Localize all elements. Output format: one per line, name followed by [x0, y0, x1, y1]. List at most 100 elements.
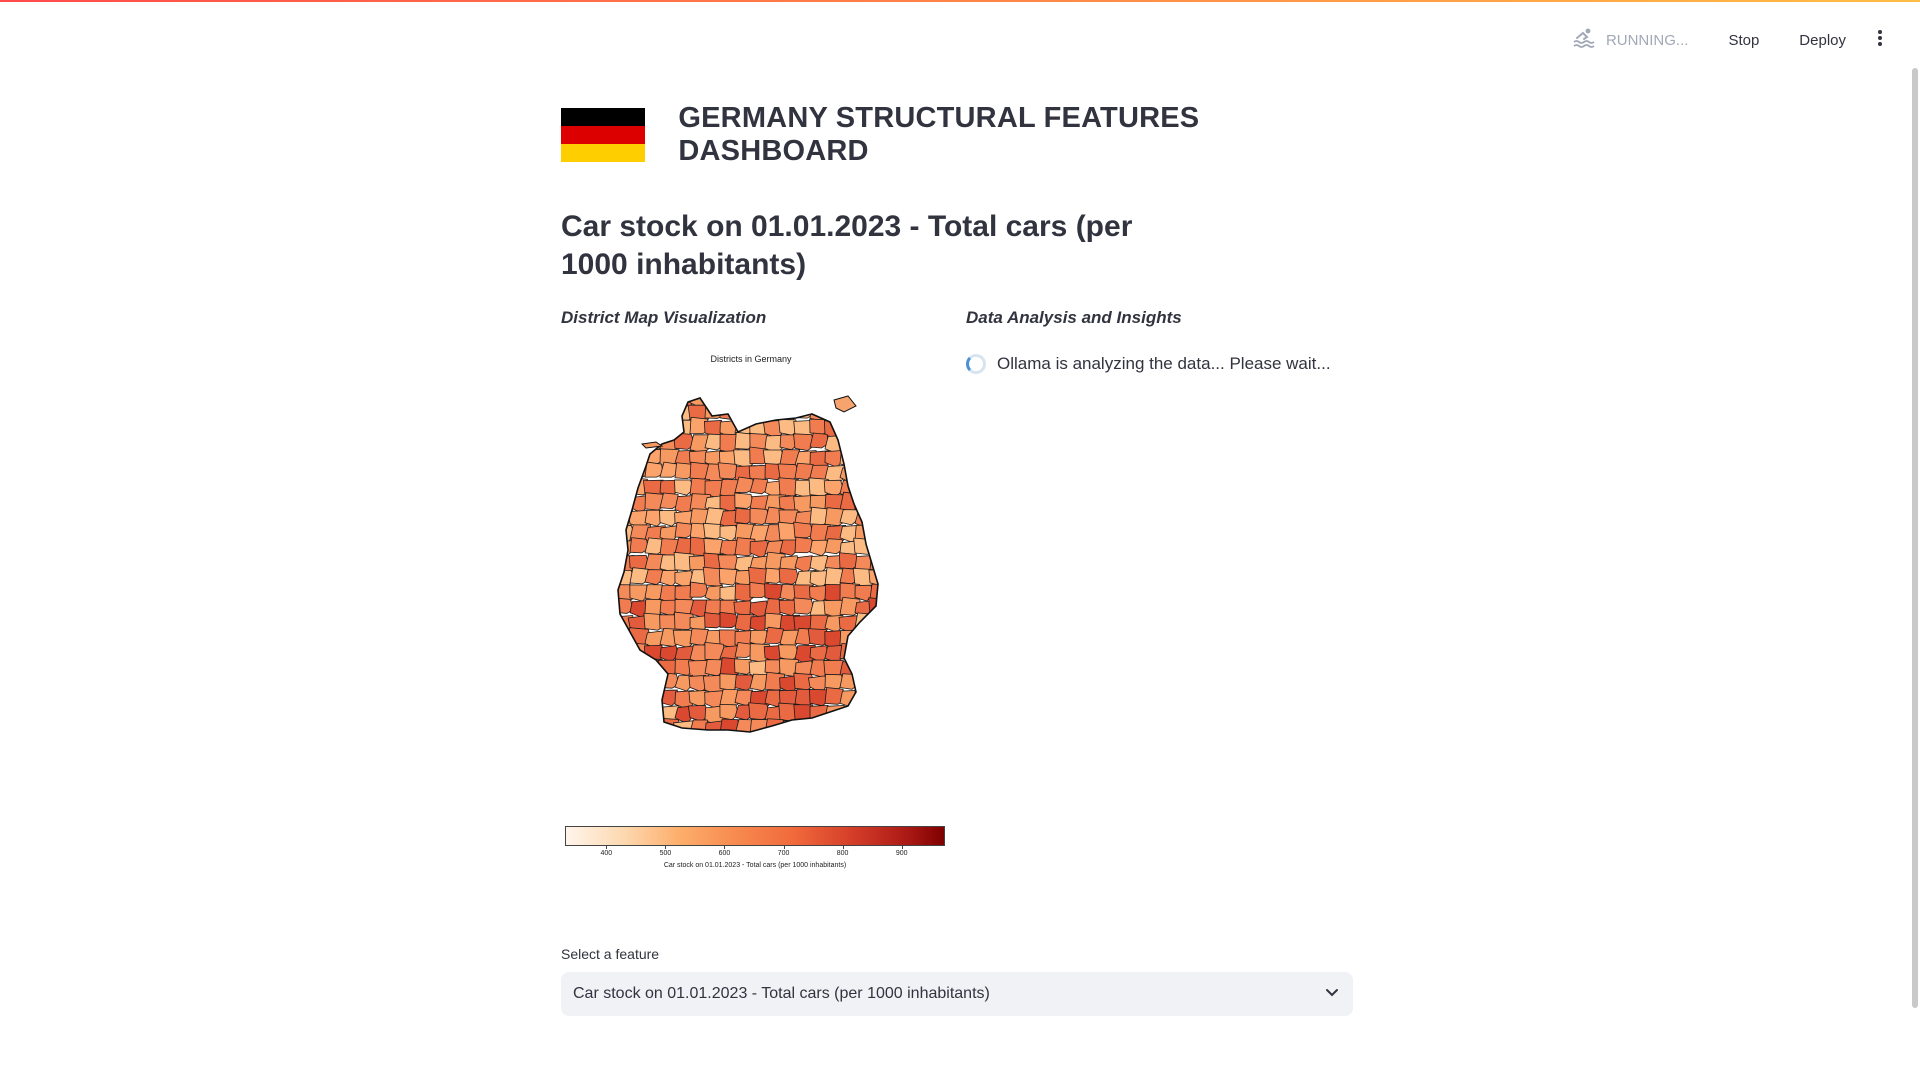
flag-stripe-gold [561, 144, 646, 162]
district-region [618, 434, 635, 453]
colorbar-tick [842, 846, 844, 849]
district-region [809, 539, 829, 557]
district-region [734, 398, 754, 405]
district-region [658, 398, 680, 408]
district-region [779, 675, 800, 695]
district-region [764, 398, 784, 407]
colorbar-tick-label: 400 [600, 850, 613, 857]
deploy-button[interactable]: Deploy [1799, 31, 1846, 49]
district-region [810, 733, 832, 752]
district-region [839, 705, 861, 726]
district-region [618, 657, 637, 677]
district-region [618, 417, 638, 437]
district-region [659, 461, 679, 478]
colorbar-tick [665, 846, 667, 849]
district-region [629, 690, 653, 711]
district-region [839, 420, 861, 439]
colorbar-tick-label: 600 [718, 850, 731, 857]
district-region [869, 404, 878, 425]
district-region [629, 398, 652, 407]
colorbar [565, 826, 945, 846]
district-region [674, 522, 694, 538]
district-region [618, 705, 636, 725]
district-region [643, 405, 668, 426]
content-columns: District Map Visualization Districts in … [561, 308, 1353, 904]
district-region [867, 658, 878, 677]
district-region [629, 671, 651, 690]
district-region [660, 734, 680, 751]
district-region [703, 420, 725, 439]
district-region [794, 555, 814, 574]
district-region [765, 735, 786, 753]
district-region [869, 645, 878, 667]
colorbar-tick [783, 846, 785, 849]
district-region [853, 419, 876, 440]
swimmer-icon [1572, 27, 1596, 53]
island-outline [833, 395, 857, 413]
page-title: GERMANY STRUCTURAL FEATURES DASHBOARD [678, 102, 1200, 167]
district-region [869, 702, 878, 721]
germany-border [617, 397, 879, 733]
district-region [868, 524, 878, 540]
analysis-status: Ollama is analyzing the data... Please w… [966, 354, 1353, 374]
insights-column-title: Data Analysis and Insights [966, 308, 1182, 327]
district-region [644, 398, 667, 410]
district-region [854, 672, 875, 691]
germany-district-map [616, 395, 886, 754]
district-region [645, 736, 663, 753]
district-region [618, 720, 635, 732]
district-region [704, 398, 725, 405]
district-region [809, 720, 832, 732]
district-region [839, 717, 861, 732]
district-region [659, 479, 680, 497]
district-region [839, 734, 861, 751]
district-region [689, 581, 709, 598]
district-region [674, 584, 696, 604]
insights-column: Data Analysis and Insights Ollama is ana… [966, 308, 1353, 904]
district-region [733, 401, 756, 420]
district-region [764, 434, 786, 454]
flag-stripe-black [561, 108, 646, 126]
district-region [644, 419, 664, 438]
district-region [839, 673, 859, 690]
district-region [869, 629, 878, 649]
district-region [705, 736, 725, 754]
district-region [690, 733, 711, 751]
district-region [616, 736, 636, 754]
feature-select-value: Car stock on 01.01.2023 - Total cars (pe… [573, 985, 990, 1002]
flag-stripe-red [561, 126, 646, 144]
colorbar-tick-label: 800 [836, 850, 849, 857]
district-region [869, 686, 878, 707]
district-region [630, 735, 651, 753]
district-region [809, 432, 829, 449]
district-region [629, 657, 649, 674]
district-region [809, 404, 830, 422]
stop-button[interactable]: Stop [1728, 31, 1760, 49]
district-region [618, 645, 637, 666]
district-region [854, 477, 874, 494]
district-region [644, 720, 667, 732]
district-region [628, 704, 650, 722]
district-region [854, 736, 874, 754]
colorbar-label: Car stock on 01.01.2023 - Total cars (pe… [663, 862, 847, 869]
district-region [869, 583, 878, 602]
district-region [779, 731, 799, 732]
district-region [854, 398, 875, 404]
district-region [854, 718, 878, 732]
feature-select-label: Select a feature [561, 946, 660, 962]
page-scrollbar[interactable] [1912, 68, 1918, 1008]
district-region [869, 449, 878, 468]
district-region [869, 479, 878, 497]
dashboard-header: GERMANY STRUCTURAL FEATURES DASHBOARD [561, 100, 1353, 170]
feature-heading: Car stock on 01.01.2023 - Total cars (pe… [561, 210, 1133, 281]
feature-select[interactable]: Car stock on 01.01.2023 - Total cars (pe… [561, 972, 1353, 1016]
district-region [870, 734, 886, 751]
district-region [868, 569, 878, 587]
district-region [618, 448, 636, 466]
district-region [869, 431, 878, 449]
district-region [839, 465, 859, 484]
district-region [869, 615, 878, 636]
main-menu-button[interactable] [1864, 24, 1896, 56]
loading-spinner-icon [966, 354, 986, 374]
district-region [869, 418, 878, 435]
